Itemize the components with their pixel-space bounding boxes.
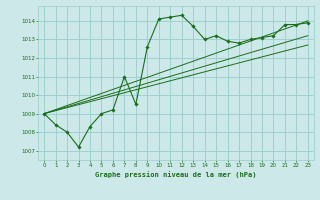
X-axis label: Graphe pression niveau de la mer (hPa): Graphe pression niveau de la mer (hPa)	[95, 171, 257, 178]
